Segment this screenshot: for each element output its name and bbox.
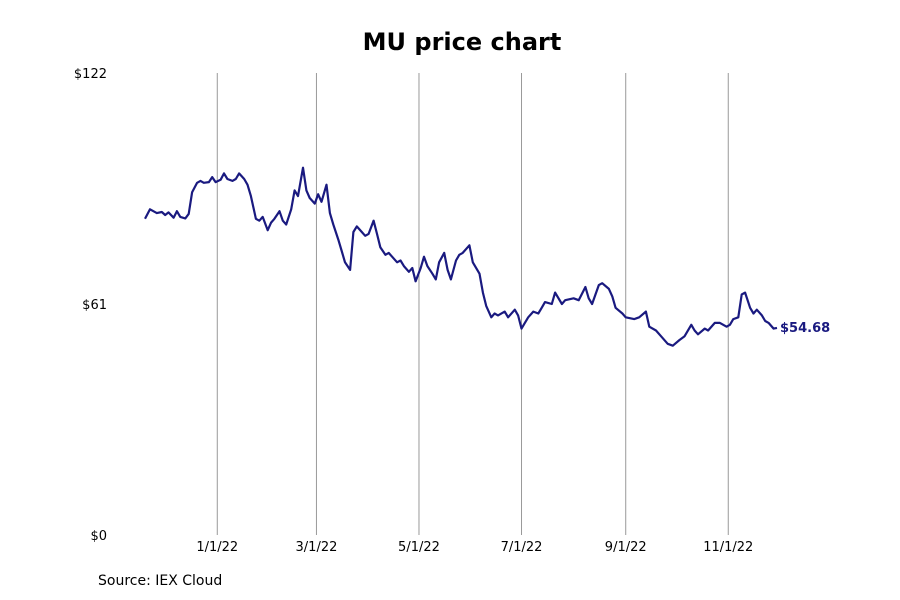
x-tick-label: 7/1/22 xyxy=(501,540,543,555)
y-tick-label: $122 xyxy=(74,67,107,82)
x-tick-label: 11/1/22 xyxy=(703,540,753,555)
chart-title: MU price chart xyxy=(362,28,562,56)
y-tick-label: $61 xyxy=(82,298,107,313)
source-note: Source: IEX Cloud xyxy=(98,573,223,589)
price-line xyxy=(144,166,778,347)
y-tick-label: $0 xyxy=(90,529,107,544)
x-axis-ticks: 1/1/22 3/1/22 5/1/22 7/1/22 9/1/22 11/1/22 xyxy=(196,540,753,555)
x-tick-label: 3/1/22 xyxy=(296,540,338,555)
x-tick-label: 1/1/22 xyxy=(196,540,238,555)
gridlines xyxy=(216,73,729,535)
x-tick-label: 5/1/22 xyxy=(398,540,440,555)
x-tick-label: 9/1/22 xyxy=(605,540,647,555)
y-axis-ticks: $0 $61 $122 xyxy=(74,67,107,544)
last-price-label: $54.68 xyxy=(780,321,830,336)
